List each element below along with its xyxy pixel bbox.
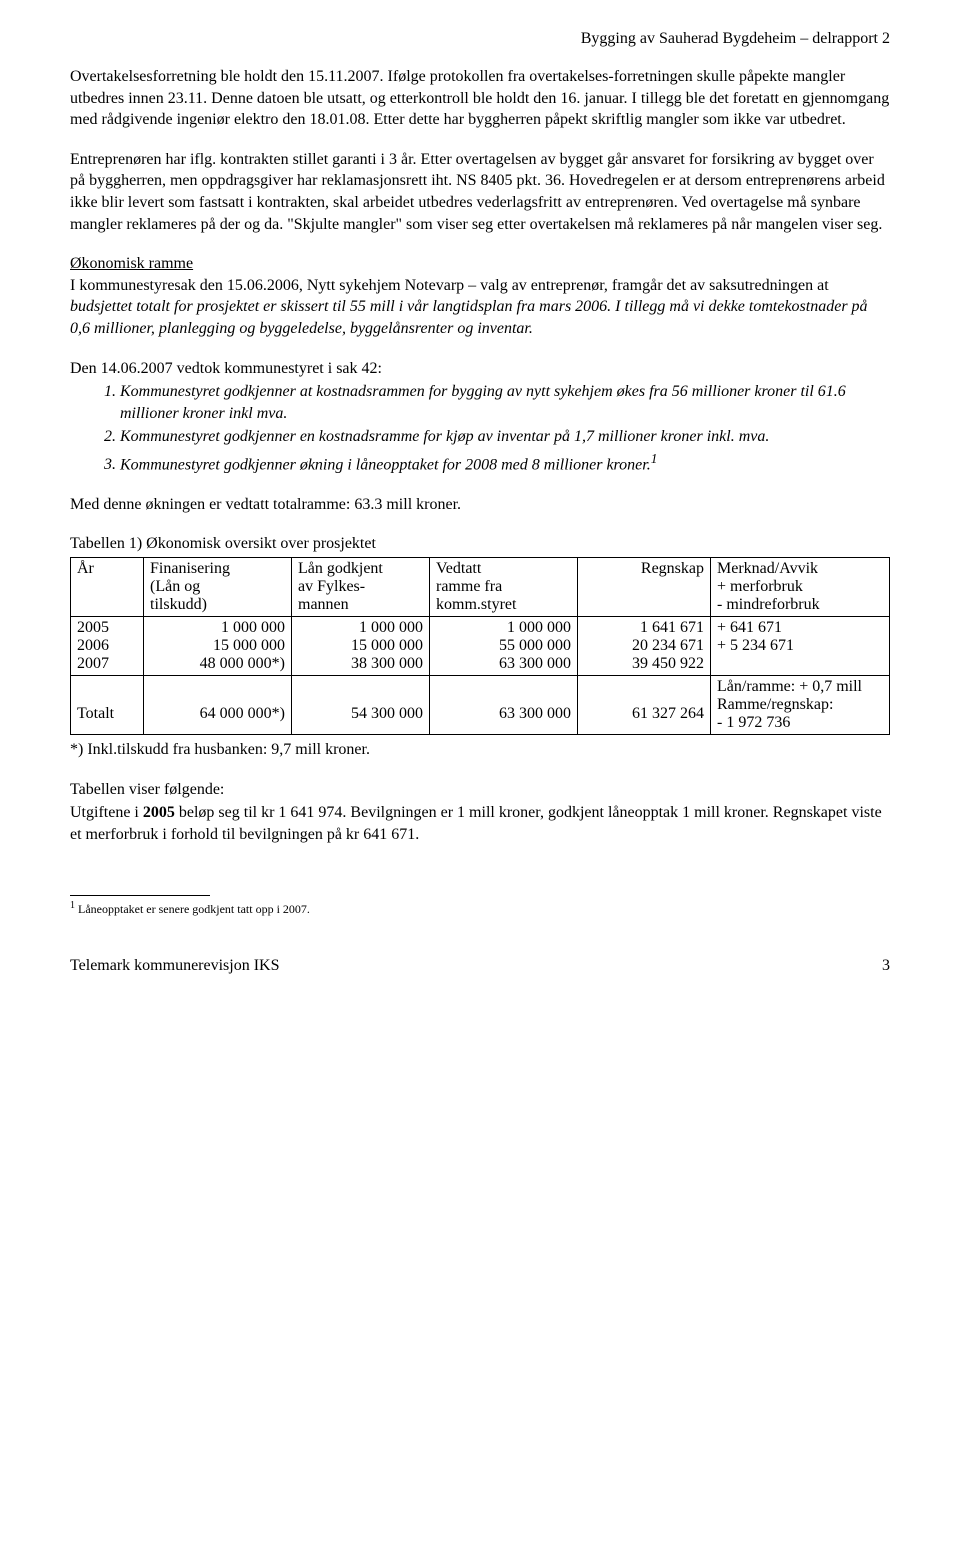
page-header: Bygging av Sauherad Bygdeheim – delrappo…	[70, 30, 890, 48]
list-item-2: Kommunestyret godkjenner en kostnadsramm…	[120, 426, 890, 448]
footnote-divider	[70, 895, 210, 896]
footnote-ref: 1	[651, 451, 658, 466]
table-header-row: År Finanisering (Lån og tilskudd) Lån go…	[71, 558, 890, 617]
paragraph-2: Entreprenøren har iflg. kontrakten still…	[70, 149, 890, 235]
footer-left: Telemark kommunerevisjon IKS	[70, 957, 280, 975]
cell-years: 2005 2006 2007	[71, 617, 144, 676]
footnote: 1 Låneopptaket er senere godkjent tatt o…	[70, 900, 890, 917]
th-financing: Finanisering (Lån og tilskudd)	[144, 558, 292, 617]
cell-total-label: Totalt	[71, 676, 144, 735]
th-merknad: Merknad/Avvik + merforbruk - mindreforbr…	[711, 558, 890, 617]
cell-ramme: 1 000 000 55 000 000 63 300 000	[430, 617, 578, 676]
header-title: Bygging av Sauherad Bygdeheim – delrappo…	[581, 30, 890, 47]
footer-page-number: 3	[882, 957, 890, 975]
paragraph-7: Utgiftene i 2005 beløp seg til kr 1 641 …	[70, 802, 890, 845]
cell-regnskap: 1 641 671 20 234 671 39 450 922	[578, 617, 711, 676]
paragraph-4: Den 14.06.2007 vedtok kommunestyret i sa…	[70, 358, 890, 380]
list-item-3: Kommunestyret godkjenner økning i låneop…	[120, 450, 890, 476]
table-data-row: 2005 2006 2007 1 000 000 15 000 000 48 0…	[71, 617, 890, 676]
economic-heading: Økonomisk ramme	[70, 255, 193, 272]
th-regnskap: Regnskap	[578, 558, 711, 617]
cell-loan: 1 000 000 15 000 000 38 300 000	[292, 617, 430, 676]
cell-total-ramme: 63 300 000	[430, 676, 578, 735]
cell-total-fin: 64 000 000*)	[144, 676, 292, 735]
th-loan: Lån godkjent av Fylkes- mannen	[292, 558, 430, 617]
table-total-row: Totalt 64 000 000*) 54 300 000 63 300 00…	[71, 676, 890, 735]
table-caption: Tabellen 1) Økonomisk oversikt over pros…	[70, 533, 890, 555]
economic-table: År Finanisering (Lån og tilskudd) Lån go…	[70, 557, 890, 735]
economic-frame: Økonomisk ramme I kommunestyresak den 15…	[70, 253, 890, 339]
cell-total-regn: 61 327 264	[578, 676, 711, 735]
cell-total-merknad: Lån/ramme: + 0,7 mill Ramme/regnskap: - …	[711, 676, 890, 735]
table-note: *) Inkl.tilskudd fra husbanken: 9,7 mill…	[70, 739, 890, 761]
th-ramme: Vedtatt ramme fra komm.styret	[430, 558, 578, 617]
paragraph-6: Tabellen viser følgende:	[70, 779, 890, 801]
para3-part1: I kommunestyresak den 15.06.2006, Nytt s…	[70, 277, 829, 294]
paragraph-1: Overtakelsesforretning ble holdt den 15.…	[70, 66, 890, 131]
para3-part2: budsjettet totalt for prosjektet er skis…	[70, 298, 868, 337]
resolution-list: Kommunestyret godkjenner at kostnadsramm…	[70, 381, 890, 476]
list-item-1: Kommunestyret godkjenner at kostnadsramm…	[120, 381, 890, 424]
cell-merknad: + 641 671 + 5 234 671	[711, 617, 890, 676]
th-year: År	[71, 558, 144, 617]
paragraph-5: Med denne økningen er vedtatt totalramme…	[70, 494, 890, 516]
cell-total-loan: 54 300 000	[292, 676, 430, 735]
cell-financing: 1 000 000 15 000 000 48 000 000*)	[144, 617, 292, 676]
page-footer: Telemark kommunerevisjon IKS 3	[70, 957, 890, 975]
